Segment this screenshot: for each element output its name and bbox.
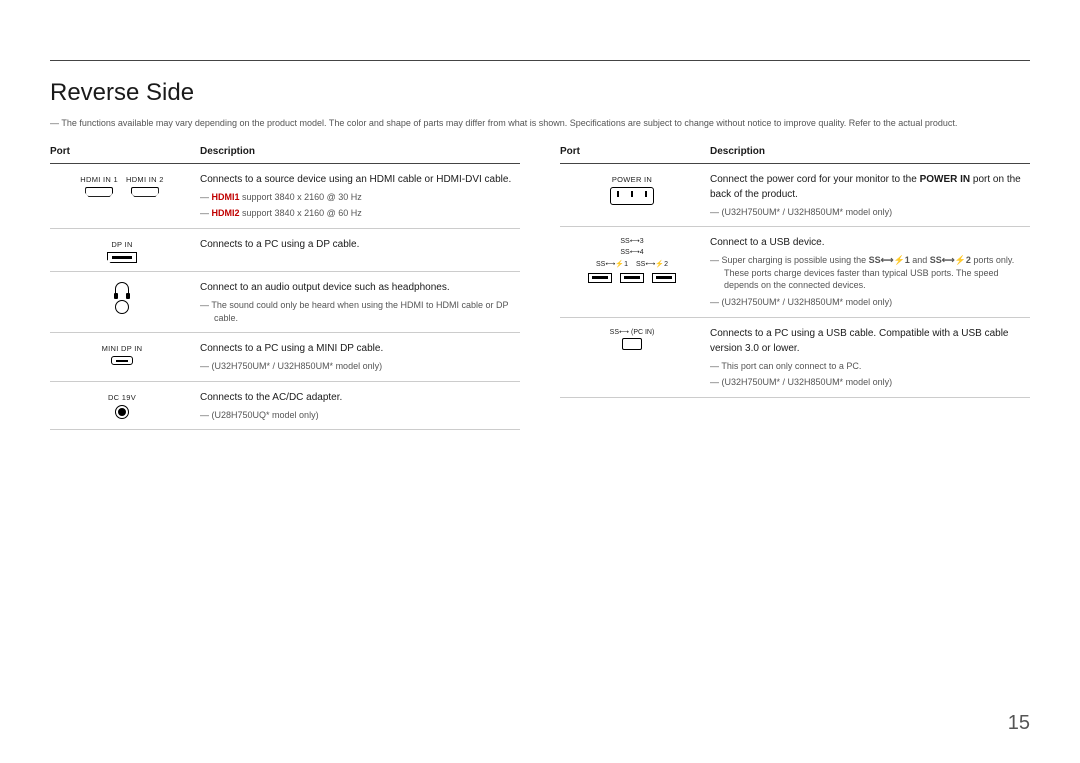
section-title: Reverse Side: [50, 79, 1030, 107]
two-column-layout: Port Description HDMI IN 1 HDMI: [50, 142, 1030, 431]
desc-note: (U32H750UM* / U32H850UM* model only): [200, 360, 514, 373]
usb-port-icon: [620, 273, 644, 283]
desc-note: This port can only connect to a PC.: [710, 360, 1024, 373]
desc-main: Connect the power cord for your monitor …: [710, 172, 1024, 202]
desc-cell: Connects to a PC using a MINI DP cable. …: [200, 333, 520, 382]
desc-main: Connects to a source device using an HDM…: [200, 172, 514, 187]
port-cell-hdmi: HDMI IN 1 HDMI IN 2: [50, 163, 200, 228]
audio-jack-icon: [115, 300, 129, 314]
desc-main: Connects to a PC using a DP cable.: [200, 237, 514, 252]
port-cell-powerin: POWER IN: [560, 163, 710, 227]
table-row: SS⟷ (PC IN) Connects to a PC using a USB…: [560, 317, 1030, 397]
port-label: MINI DP IN: [102, 343, 143, 354]
port-label: SS⟷ (PC IN): [610, 328, 655, 339]
port-label: DP IN: [111, 239, 132, 250]
left-column: Port Description HDMI IN 1 HDMI: [50, 142, 520, 431]
desc-main: Connects to a PC using a MINI DP cable.: [200, 341, 514, 356]
right-column: Port Description POWER IN Connect: [560, 142, 1030, 431]
desc-note: HDMI2 support 3840 x 2160 @ 60 Hz: [200, 207, 514, 220]
usb-port-icon: [652, 273, 676, 283]
hdmi-icon: [131, 187, 159, 197]
headphone-icon: [115, 282, 129, 296]
power-in-icon: [610, 187, 654, 205]
desc-note: (U32H750UM* / U32H850UM* model only): [710, 206, 1024, 219]
desc-cell: Connect to an audio output device such a…: [200, 272, 520, 333]
desc-main: Connect to a USB device.: [710, 235, 1024, 250]
port-label: HDMI IN 1: [80, 174, 118, 185]
desc-main: Connects to the AC/DC adapter.: [200, 390, 514, 405]
intro-note: The functions available may vary dependi…: [50, 117, 1030, 130]
table-row: Connect to an audio output device such a…: [50, 272, 520, 333]
port-label: POWER IN: [612, 174, 652, 185]
th-description: Description: [200, 142, 520, 164]
desc-cell: Connects to the AC/DC adapter. (U28H750U…: [200, 381, 520, 430]
desc-cell: Connect the power cord for your monitor …: [710, 163, 1030, 227]
hdmi-icon: [85, 187, 113, 197]
port-label: SS⟷4: [620, 248, 643, 259]
port-cell-audio: [50, 272, 200, 333]
table-row: MINI DP IN Connects to a PC using a MINI…: [50, 333, 520, 382]
usb-port-icon: [588, 273, 612, 283]
table-row: SS⟷3 SS⟷4 SS⟷⚡1 SS⟷⚡2: [560, 227, 1030, 317]
displayport-icon: [107, 252, 137, 263]
desc-cell: Connects to a PC using a USB cable. Comp…: [710, 317, 1030, 397]
port-cell-dc: DC 19V: [50, 381, 200, 430]
dc-jack-icon: [115, 405, 129, 419]
usb-upstream-icon: [622, 338, 642, 350]
page-number: 15: [1008, 712, 1030, 735]
port-label: SS⟷⚡1: [596, 260, 628, 271]
port-cell-minidp: MINI DP IN: [50, 333, 200, 382]
desc-cell: Connects to a source device using an HDM…: [200, 163, 520, 228]
th-port: Port: [50, 142, 200, 164]
desc-cell: Connect to a USB device. Super charging …: [710, 227, 1030, 317]
desc-note: HDMI1 support 3840 x 2160 @ 30 Hz: [200, 191, 514, 204]
mini-displayport-icon: [111, 356, 133, 365]
desc-main: Connect to an audio output device such a…: [200, 280, 514, 295]
desc-note: The sound could only be heard when using…: [200, 299, 514, 324]
table-row: POWER IN Connect the power cord for your…: [560, 163, 1030, 227]
page-top-rule: [50, 60, 1030, 61]
table-row: DP IN Connects to a PC using a DP cable.: [50, 228, 520, 271]
ports-table-right: Port Description POWER IN Connect: [560, 142, 1030, 398]
port-label: SS⟷3: [620, 237, 643, 248]
desc-note: (U32H750UM* / U32H850UM* model only): [710, 376, 1024, 389]
table-row: DC 19V Connects to the AC/DC adapter. (U…: [50, 381, 520, 430]
port-cell-dp: DP IN: [50, 228, 200, 271]
th-description: Description: [710, 142, 1030, 164]
desc-note: Super charging is possible using the SS⟷…: [710, 254, 1024, 292]
desc-note: (U28H750UQ* model only): [200, 409, 514, 422]
port-label: SS⟷⚡2: [636, 260, 668, 271]
table-row: HDMI IN 1 HDMI IN 2 Connects to a source…: [50, 163, 520, 228]
desc-note: (U32H750UM* / U32H850UM* model only): [710, 296, 1024, 309]
ports-table-left: Port Description HDMI IN 1 HDMI: [50, 142, 520, 431]
port-label: HDMI IN 2: [126, 174, 164, 185]
desc-cell: Connects to a PC using a DP cable.: [200, 228, 520, 271]
desc-main: Connects to a PC using a USB cable. Comp…: [710, 326, 1024, 356]
port-label: DC 19V: [108, 392, 136, 403]
port-cell-usbhub: SS⟷3 SS⟷4 SS⟷⚡1 SS⟷⚡2: [560, 227, 710, 317]
th-port: Port: [560, 142, 710, 164]
port-cell-usbup: SS⟷ (PC IN): [560, 317, 710, 397]
